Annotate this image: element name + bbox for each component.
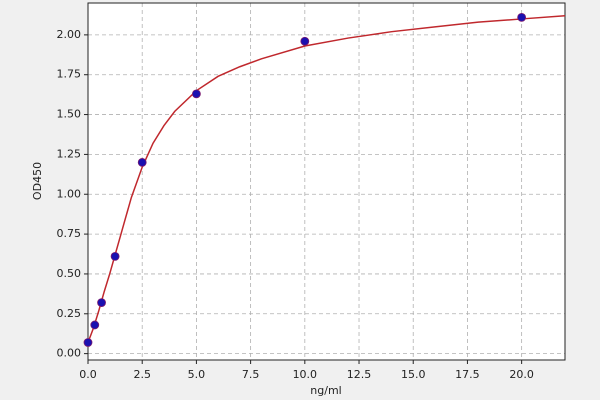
x-axis-label: ng/ml <box>310 384 341 397</box>
y-tick-label: 0.25 <box>57 307 82 320</box>
data-point <box>97 298 106 308</box>
data-point <box>517 12 527 22</box>
x-tick-label: 20.0 <box>509 368 534 381</box>
data-point <box>137 157 147 167</box>
y-tick-label: 1.75 <box>57 68 82 81</box>
x-tick-label: 12.5 <box>347 368 372 381</box>
x-tick-label: 10.0 <box>293 368 318 381</box>
y-tick-label: 0.00 <box>57 347 82 360</box>
y-tick-label: 1.00 <box>57 187 82 200</box>
data-point <box>110 252 120 261</box>
data-point <box>90 320 100 330</box>
plot-frame <box>87 2 566 361</box>
x-tick-label: 17.5 <box>455 368 480 381</box>
plot-area <box>88 3 565 360</box>
data-point <box>192 89 201 99</box>
fit-curve <box>87 15 566 343</box>
data-point <box>300 36 310 46</box>
x-tick-label: 2.5 <box>133 368 151 381</box>
y-tick-label: 0.75 <box>57 227 82 240</box>
x-tick-label: 0.0 <box>79 368 97 381</box>
y-axis-label: OD450 <box>31 162 44 200</box>
x-tick-label: 15.0 <box>401 368 426 381</box>
y-tick-label: 2.00 <box>57 28 82 41</box>
x-tick-label: 7.5 <box>242 368 260 381</box>
y-tick-label: 0.50 <box>57 267 82 280</box>
y-tick-label: 1.25 <box>57 147 82 160</box>
data-point <box>83 338 93 347</box>
x-tick-label: 5.0 <box>188 368 206 381</box>
y-tick-label: 1.50 <box>57 108 82 121</box>
